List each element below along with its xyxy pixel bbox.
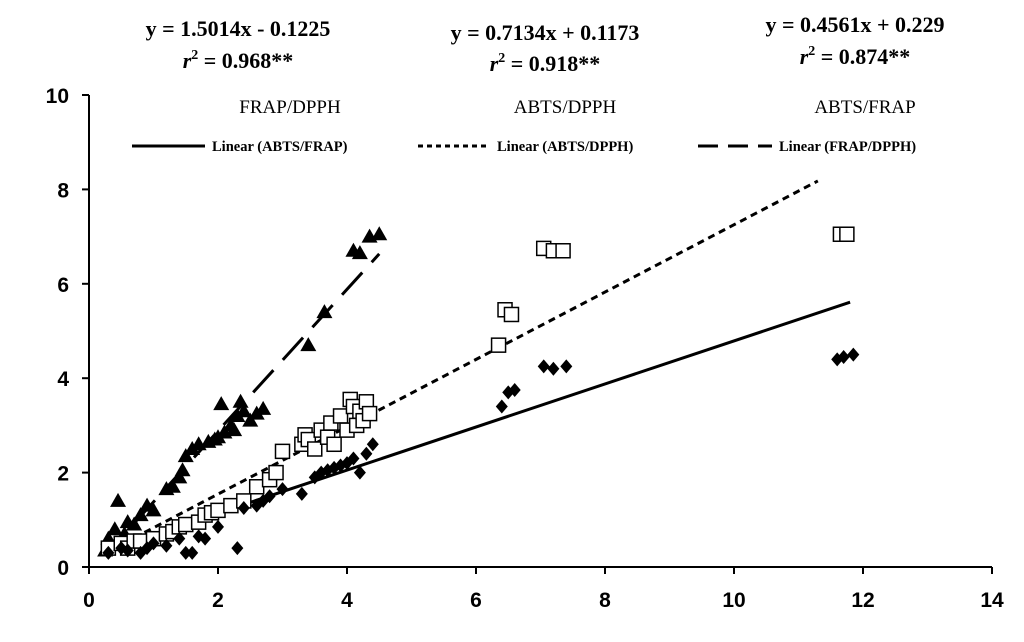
x-tick-label: 4 [341,589,353,612]
r2-frap-dpph: r2 = 0.968** [183,48,294,73]
x-ticks: 0 2 4 6 8 10 12 14 [83,567,1004,612]
point-abts-frap [495,399,508,414]
point-abts-frap [276,482,289,497]
group-label-frap-dpph: FRAP/DPPH [239,97,341,118]
point-abts-frap [360,446,373,461]
point-abts-dpph [839,226,855,242]
point-abts-frap [263,489,276,504]
point-frap-dpph [232,393,249,408]
point-abts-frap [121,543,134,558]
group-label-abts-dpph: ABTS/DPPH [514,97,617,118]
equation-frap-dpph: y = 1.5014x - 0.1225 [146,16,331,41]
point-abts-dpph [503,306,520,323]
x-tick-label: 12 [851,589,874,612]
y-tick-label: 6 [57,274,69,297]
x-tick-label: 0 [83,589,95,612]
y-tick-label: 8 [57,179,69,202]
point-frap-dpph [177,448,194,463]
point-frap-dpph [235,403,252,418]
group-labels: FRAP/DPPH ABTS/DPPH ABTS/FRAP [239,97,915,118]
point-abts-frap [837,349,850,364]
point-frap-dpph [351,245,368,260]
equation-abts-dpph: y = 0.7134x + 0.1173 [451,20,640,45]
point-abts-frap [212,519,224,534]
legend-label-abts-dpph: Linear (ABTS/DPPH) [497,139,633,155]
point-frap-dpph [164,478,181,493]
y-tick-label: 2 [57,463,69,486]
trendlines [101,179,851,557]
point-frap-dpph [106,521,123,536]
point-abts-dpph [248,479,265,495]
point-abts-frap [347,451,360,466]
point-abts-dpph [307,441,323,457]
x-tick-label: 2 [212,589,224,612]
legend: Linear (ABTS/FRAP) Linear (ABTS/DPPH) Li… [132,139,916,155]
point-abts-frap [173,531,186,546]
point-abts-frap [102,545,115,560]
point-abts-frap [186,545,199,560]
point-abts-dpph [361,405,378,422]
point-abts-frap [231,541,244,556]
x-tick-label: 14 [980,589,1004,612]
point-frap-dpph [132,507,149,522]
point-abts-frap [179,545,192,560]
point-abts-dpph [490,337,507,353]
point-abts-frap [508,383,521,397]
point-frap-dpph [371,226,388,241]
y-tick-label: 4 [57,368,69,391]
point-abts-frap [847,347,860,362]
point-abts-frap [295,486,308,501]
point-frap-dpph [174,462,191,477]
x-tick-label: 8 [599,589,611,612]
point-abts-dpph [268,464,284,481]
legend-label-frap-dpph: Linear (FRAP/DPPH) [779,139,916,155]
point-abts-frap [547,361,560,376]
point-abts-dpph [326,436,342,453]
r2-abts-frap: r2 = 0.874** [800,44,911,69]
point-abts-dpph [210,502,226,519]
point-abts-dpph [223,497,239,514]
group-label-abts-frap: ABTS/FRAP [814,97,915,118]
y-tick-label: 0 [57,557,69,580]
point-frap-dpph [213,396,230,411]
trendline-dotted [101,179,819,557]
point-abts-frap [353,465,366,480]
y-ticks: 0 2 4 6 8 10 [46,85,89,580]
point-frap-dpph [316,304,333,319]
point-frap-dpph [242,412,259,427]
point-frap-dpph [255,400,272,415]
point-abts-frap [199,531,212,546]
r2-abts-dpph: r2 = 0.918** [490,51,601,76]
point-frap-dpph [226,422,243,437]
data-points [97,226,860,560]
x-tick-label: 6 [470,589,482,612]
point-abts-dpph [274,443,291,460]
point-abts-dpph [555,243,571,259]
legend-label-abts-frap: Linear (ABTS/FRAP) [212,139,348,155]
point-frap-dpph [126,516,143,531]
point-abts-frap [237,501,250,515]
point-abts-frap [160,538,173,553]
point-frap-dpph [110,492,127,507]
equation-abts-frap: y = 0.4561x + 0.229 [765,12,944,37]
point-abts-frap [366,437,379,452]
point-abts-dpph [178,516,194,533]
x-tick-label: 10 [722,589,745,612]
axes [88,95,992,568]
y-tick-label: 10 [46,85,69,108]
point-abts-frap [560,359,573,374]
point-frap-dpph [145,502,162,517]
point-frap-dpph [171,469,188,484]
point-abts-frap [537,359,550,374]
point-frap-dpph [300,337,317,352]
point-abts-dpph [332,408,349,424]
point-abts-frap [147,536,160,551]
regression-equations: y = 1.5014x - 0.1225 r2 = 0.968** y = 0.… [146,12,945,76]
